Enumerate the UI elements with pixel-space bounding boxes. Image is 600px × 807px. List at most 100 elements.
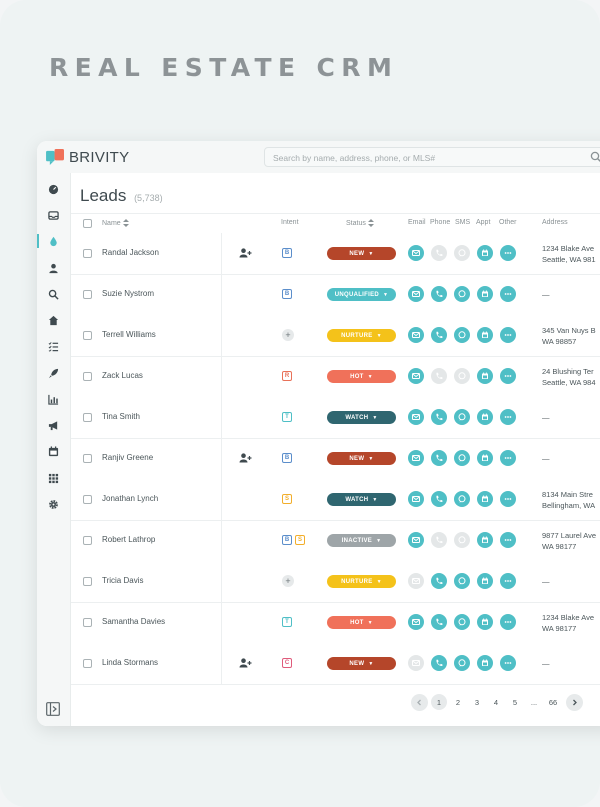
phone-button[interactable] — [431, 532, 447, 548]
lead-name[interactable]: Tricia Davis — [102, 576, 144, 585]
email-button[interactable] — [408, 368, 424, 384]
sms-button[interactable] — [454, 614, 470, 630]
phone-button[interactable] — [431, 327, 447, 343]
table-row[interactable]: Terrell Williams + NURTURE ▼ 345 Van Nuys B W… — [71, 315, 600, 357]
sidebar-item-gear[interactable] — [37, 494, 70, 514]
intent-badge[interactable]: R — [282, 371, 292, 381]
intent-badge[interactable]: S — [295, 535, 305, 545]
sidebar-item-inbox[interactable] — [37, 205, 70, 225]
sms-button[interactable] — [454, 573, 470, 589]
appt-button[interactable] — [477, 573, 493, 589]
row-checkbox[interactable] — [83, 536, 92, 545]
lead-name[interactable]: Samantha Davies — [102, 617, 166, 626]
email-button[interactable] — [408, 286, 424, 302]
add-intent-button[interactable]: + — [282, 329, 294, 341]
email-button[interactable] — [408, 614, 424, 630]
intent-badge[interactable]: C — [282, 658, 292, 668]
status-dropdown[interactable]: HOT ▼ — [327, 616, 396, 629]
phone-button[interactable] — [431, 573, 447, 589]
intent-badge[interactable]: S — [282, 494, 292, 504]
sidebar-item-grid[interactable] — [37, 468, 70, 488]
sms-button[interactable] — [454, 532, 470, 548]
table-row[interactable]: Robert Lathrop B S INACTIVE ▼ 9877 Laurel Ave… — [71, 520, 600, 562]
table-row[interactable]: Samantha Davies T HOT ▼ 1234 Blake Ave WA 981… — [71, 602, 600, 644]
email-button[interactable] — [408, 409, 424, 425]
other-button[interactable] — [500, 409, 516, 425]
sms-button[interactable] — [454, 409, 470, 425]
phone-button[interactable] — [431, 450, 447, 466]
sms-button[interactable] — [454, 450, 470, 466]
assign-user-icon[interactable] — [239, 658, 252, 668]
lead-name[interactable]: Jonathan Lynch — [102, 494, 159, 503]
prev-page-button[interactable] — [411, 693, 428, 711]
page-2[interactable]: 2 — [455, 697, 461, 707]
sidebar-item-checklist[interactable] — [37, 336, 70, 356]
page-4[interactable]: 4 — [493, 697, 499, 707]
sms-button[interactable] — [454, 655, 470, 671]
email-button[interactable] — [408, 532, 424, 548]
email-button[interactable] — [408, 327, 424, 343]
status-dropdown[interactable]: NEW ▼ — [327, 657, 396, 670]
search-icon[interactable] — [590, 151, 600, 163]
page-1[interactable]: 1 — [431, 694, 447, 710]
table-row[interactable]: Randal Jackson B NEW ▼ 1234 Blake Ave Seattle… — [71, 233, 600, 275]
other-button[interactable] — [500, 368, 516, 384]
sms-button[interactable] — [454, 368, 470, 384]
table-row[interactable]: Suzie Nystrom B UNQUALIFIED ▼ — — [71, 274, 600, 316]
phone-button[interactable] — [431, 614, 447, 630]
phone-button[interactable] — [431, 409, 447, 425]
sidebar-item-person[interactable] — [37, 258, 70, 278]
sidebar-item-search[interactable] — [37, 284, 70, 304]
lead-name[interactable]: Terrell Williams — [102, 330, 156, 339]
other-button[interactable] — [500, 286, 516, 302]
status-dropdown[interactable]: NEW ▼ — [327, 452, 396, 465]
page-3[interactable]: 3 — [474, 697, 480, 707]
sidebar-item-calendar[interactable] — [37, 441, 70, 461]
next-page-button[interactable] — [566, 693, 583, 711]
sms-button[interactable] — [454, 491, 470, 507]
status-dropdown[interactable]: UNQUALIFIED ▼ — [327, 288, 396, 301]
row-checkbox[interactable] — [83, 249, 92, 258]
assign-user-icon[interactable] — [239, 453, 252, 463]
intent-badge[interactable]: B — [282, 289, 292, 299]
row-checkbox[interactable] — [83, 495, 92, 504]
row-checkbox[interactable] — [83, 577, 92, 586]
other-button[interactable] — [500, 573, 516, 589]
table-row[interactable]: Tina Smith T WATCH ▼ — — [71, 397, 600, 439]
sidebar-item-chart[interactable] — [37, 389, 70, 409]
phone-button[interactable] — [431, 655, 447, 671]
sms-button[interactable] — [454, 286, 470, 302]
appt-button[interactable] — [477, 368, 493, 384]
appt-button[interactable] — [477, 245, 493, 261]
row-checkbox[interactable] — [83, 372, 92, 381]
table-row[interactable]: Zack Lucas R HOT ▼ 24 Blushing Ter Seattle, W… — [71, 356, 600, 398]
row-checkbox[interactable] — [83, 413, 92, 422]
status-dropdown[interactable]: NURTURE ▼ — [327, 575, 396, 588]
lead-name[interactable]: Robert Lathrop — [102, 535, 156, 544]
row-checkbox[interactable] — [83, 454, 92, 463]
row-checkbox[interactable] — [83, 331, 92, 340]
appt-button[interactable] — [477, 286, 493, 302]
lead-name[interactable]: Zack Lucas — [102, 371, 143, 380]
status-dropdown[interactable]: NEW ▼ — [327, 247, 396, 260]
appt-button[interactable] — [477, 409, 493, 425]
table-row[interactable]: Linda Stormans C NEW ▼ — — [71, 643, 600, 685]
status-dropdown[interactable]: INACTIVE ▼ — [327, 534, 396, 547]
sidebar-item-rocket[interactable] — [37, 363, 70, 383]
phone-button[interactable] — [431, 491, 447, 507]
page-66[interactable]: 66 — [548, 697, 558, 707]
status-dropdown[interactable]: WATCH ▼ — [327, 411, 396, 424]
appt-button[interactable] — [477, 655, 493, 671]
intent-badge[interactable]: B — [282, 535, 292, 545]
column-name[interactable]: Name — [102, 219, 129, 227]
email-button[interactable] — [408, 655, 424, 671]
page-5[interactable]: 5 — [512, 697, 518, 707]
email-button[interactable] — [408, 450, 424, 466]
other-button[interactable] — [500, 491, 516, 507]
appt-button[interactable] — [477, 491, 493, 507]
assign-user-icon[interactable] — [239, 248, 252, 258]
sidebar-item-megaphone[interactable] — [37, 415, 70, 435]
sms-button[interactable] — [454, 245, 470, 261]
search-input[interactable] — [265, 149, 573, 167]
appt-button[interactable] — [477, 327, 493, 343]
